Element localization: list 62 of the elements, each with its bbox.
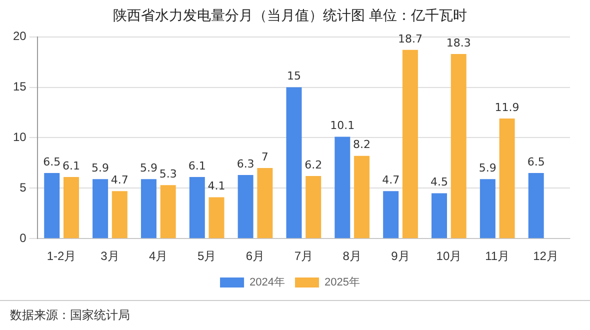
data-label: 4.7 <box>110 174 128 187</box>
y-tick-label: 15 <box>12 80 27 94</box>
chart-title: 陕西省水力发电量分月（当月值）统计图 单位：亿千瓦时 <box>112 8 468 24</box>
bar <box>257 168 273 238</box>
bar <box>528 173 544 238</box>
y-tick-label: 5 <box>20 180 27 194</box>
x-tick-label: 7月 <box>294 249 314 264</box>
bar <box>44 173 60 238</box>
x-tick-label: 1-2月 <box>46 249 76 264</box>
bar <box>432 193 448 238</box>
y-tick-label: 0 <box>20 230 27 245</box>
bar <box>499 118 515 238</box>
data-label: 6.5 <box>43 155 61 168</box>
data-label: 4.7 <box>382 174 400 187</box>
legend-label: 2025年 <box>324 276 360 289</box>
x-tick-label: 6月 <box>246 249 265 264</box>
data-label: 6.5 <box>527 155 545 168</box>
bar <box>306 176 322 238</box>
bar <box>480 179 496 238</box>
bar <box>140 179 156 238</box>
bar <box>286 87 302 238</box>
data-label: 10.1 <box>330 119 355 132</box>
x-tick-label: 5月 <box>197 249 216 264</box>
bar <box>160 185 176 238</box>
bar <box>238 175 254 238</box>
y-tick-label: 20 <box>12 29 27 44</box>
bar <box>92 179 108 238</box>
legend-label: 2024年 <box>250 276 286 289</box>
data-label: 11.9 <box>494 100 520 114</box>
data-label: 6.2 <box>304 158 322 172</box>
data-label: 18.7 <box>398 32 422 46</box>
data-label: 6.3 <box>236 157 254 170</box>
bar <box>402 50 418 238</box>
bar <box>189 177 205 238</box>
x-tick-label: 12月 <box>533 249 558 264</box>
data-label: 5.3 <box>159 167 177 180</box>
data-label: 4.5 <box>430 176 448 189</box>
y-tick-label: 10 <box>12 130 27 144</box>
data-label: 5.9 <box>140 161 158 174</box>
data-label: 5.9 <box>478 161 496 174</box>
bar <box>383 191 399 238</box>
source-note: 数据来源：国家统计局 <box>0 300 590 330</box>
bar <box>112 191 128 238</box>
x-tick-label: 4月 <box>149 249 168 264</box>
bar <box>334 136 350 238</box>
x-tick-label: 10月 <box>436 249 462 264</box>
x-tick-label: 8月 <box>342 249 362 264</box>
data-label: 18.3 <box>446 36 471 50</box>
data-label: 7 <box>261 150 268 164</box>
data-label: 6.1 <box>188 159 206 172</box>
x-tick-label: 3月 <box>100 249 120 264</box>
data-label: 6.1 <box>62 159 80 172</box>
data-label: 4.1 <box>208 180 226 193</box>
x-tick-label: 9月 <box>391 249 410 264</box>
data-label: 8.2 <box>353 138 371 152</box>
bar <box>208 197 224 238</box>
bar <box>354 156 370 238</box>
x-tick-label: 11月 <box>485 249 510 264</box>
data-label: 5.9 <box>92 161 110 174</box>
bar <box>450 54 466 238</box>
bar <box>63 177 79 238</box>
data-label: 15 <box>286 70 301 83</box>
